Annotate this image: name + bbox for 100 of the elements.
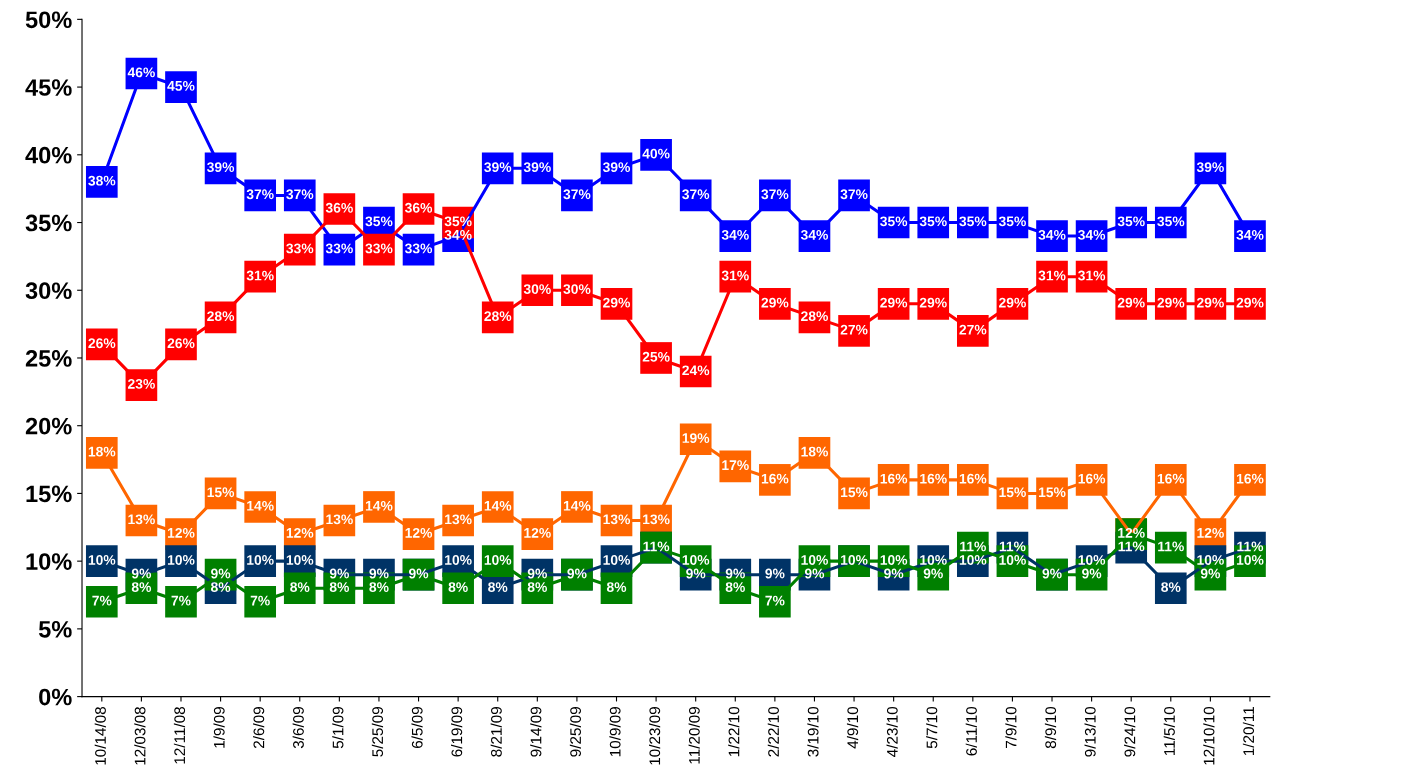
data-label: 9% — [686, 568, 706, 579]
data-label: 9% — [725, 568, 745, 579]
x-tick-label: 9/25/09 — [569, 707, 582, 757]
data-label: 12% — [1118, 527, 1145, 538]
data-label: 8% — [448, 582, 468, 592]
data-label: 14% — [484, 500, 512, 511]
data-label: 10% — [959, 555, 987, 565]
data-label: 39% — [207, 162, 235, 173]
data-label: 35% — [919, 216, 947, 227]
x-tick-label: 12/11/08 — [173, 706, 186, 764]
data-label: 16% — [1157, 473, 1185, 484]
x-tick-label: 8/21/09 — [490, 707, 502, 757]
data-label: 35% — [1117, 216, 1145, 227]
data-label: 39% — [1196, 162, 1224, 173]
data-label: 9% — [408, 568, 429, 579]
data-label: 35% — [1157, 216, 1185, 227]
data-label: 26% — [88, 338, 116, 349]
data-label: 9% — [567, 568, 587, 579]
data-label: 37% — [563, 189, 591, 200]
data-label: 14% — [247, 500, 274, 511]
x-tick-label: 1/22/10 — [728, 706, 740, 757]
data-label: 16% — [920, 473, 947, 484]
data-label: 8% — [606, 582, 627, 592]
data-label: 33% — [325, 243, 353, 254]
data-label: 37% — [246, 189, 274, 200]
data-label: 7% — [171, 595, 191, 606]
x-tick-label: 9/13/10 — [1084, 706, 1096, 757]
data-label: 39% — [484, 162, 512, 173]
data-label: 9% — [329, 568, 350, 579]
x-tick-label: 12/03/08 — [134, 706, 146, 765]
y-tick-label: 30% — [25, 282, 72, 300]
data-label: 10% — [247, 555, 274, 565]
data-label: 13% — [445, 514, 472, 525]
data-label: 34% — [721, 229, 749, 240]
data-label: 19% — [682, 433, 710, 443]
data-label: 8% — [488, 582, 508, 592]
y-tick-label: 0% — [39, 688, 72, 706]
data-label: 34% — [800, 229, 828, 240]
x-tick-label: 1/9/09 — [213, 707, 225, 748]
data-label: 17% — [722, 460, 749, 471]
y-tick-label: 35% — [25, 214, 72, 232]
y-tick-label: 45% — [25, 79, 72, 96]
x-tick-label: 9/14/09 — [530, 707, 542, 757]
data-label: 39% — [602, 162, 631, 173]
data-label: 8% — [210, 582, 231, 592]
data-label: 12% — [524, 527, 551, 538]
data-label: 33% — [365, 243, 393, 254]
data-label: 31% — [246, 270, 274, 281]
data-label: 31% — [1038, 270, 1066, 281]
data-label: 29% — [1236, 297, 1264, 308]
data-label: 13% — [643, 514, 670, 525]
data-label: 46% — [127, 67, 155, 78]
data-label: 9% — [804, 568, 825, 579]
y-tick-label: 15% — [26, 485, 72, 503]
x-tick-label: 9/24/10 — [1124, 706, 1136, 757]
data-label: 23% — [127, 378, 155, 389]
x-tick-label: 10/14/08 — [94, 706, 106, 765]
data-label: 10% — [880, 555, 908, 565]
data-label: 11% — [1237, 541, 1264, 552]
data-label: 7% — [250, 595, 270, 606]
x-tick-label: 6/11/10 — [965, 706, 977, 756]
x-tick-label: 3/19/10 — [807, 706, 819, 757]
data-label: 10% — [1078, 555, 1106, 565]
data-label: 10% — [88, 555, 116, 565]
data-label: 10% — [445, 555, 472, 565]
y-tick-label: 25% — [25, 350, 72, 367]
data-label: 24% — [682, 365, 710, 376]
data-label: 39% — [523, 162, 551, 173]
data-label: 11% — [999, 541, 1026, 552]
data-label: 7% — [765, 595, 785, 606]
data-label: 10% — [167, 555, 195, 565]
x-tick-label: 5/1/09 — [332, 707, 344, 749]
data-label: 10% — [603, 555, 631, 565]
data-label: 8% — [290, 582, 310, 592]
data-label: 10% — [1197, 555, 1224, 565]
data-label: 36% — [404, 202, 433, 213]
data-label: 11% — [1158, 541, 1184, 552]
data-label: 35% — [365, 216, 393, 227]
data-label: 12% — [1197, 527, 1224, 538]
data-label: 10% — [841, 555, 868, 565]
data-label: 25% — [642, 351, 670, 362]
data-label: 9% — [527, 568, 547, 579]
data-label: 14% — [365, 500, 393, 511]
data-label: 26% — [167, 338, 195, 349]
data-label: 34% — [1078, 229, 1106, 240]
x-tick-label: 12/10/10 — [1203, 706, 1215, 765]
data-label: 16% — [761, 473, 789, 484]
data-label: 9% — [1042, 568, 1062, 579]
data-label: 13% — [326, 514, 353, 525]
data-label: 9% — [923, 568, 943, 579]
y-tick-label: 5% — [38, 621, 72, 638]
data-label: 29% — [919, 297, 947, 308]
x-tick-label: 5/25/09 — [371, 707, 384, 757]
data-label: 29% — [880, 297, 908, 308]
data-label: 11% — [1118, 541, 1145, 552]
data-label: 37% — [840, 189, 868, 200]
data-label: 33% — [286, 243, 314, 254]
x-tick-label: 8/9/10 — [1044, 706, 1057, 749]
data-label: 35% — [959, 216, 987, 227]
data-label: 29% — [999, 297, 1026, 308]
